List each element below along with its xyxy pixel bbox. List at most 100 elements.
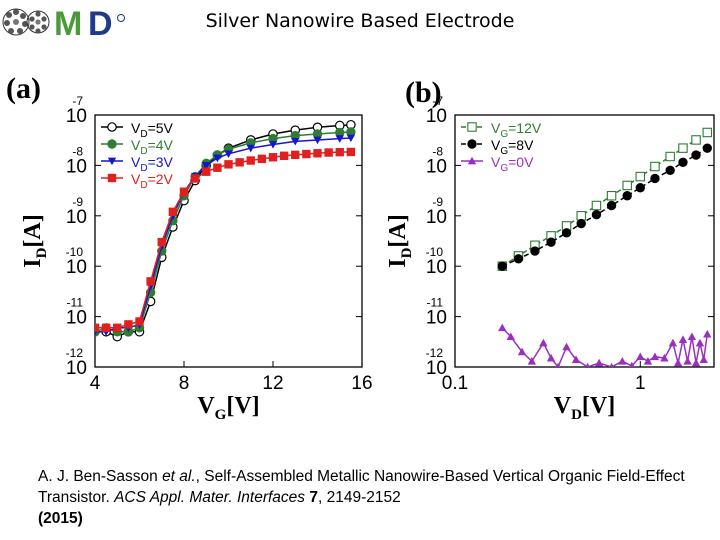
chart-b-data-point [650, 352, 660, 361]
chart-b-data-point [687, 332, 697, 341]
panel-b-label: (b) [405, 76, 442, 109]
chart-b-y-tick-label-base: 10 [426, 207, 447, 228]
chart-a-y-axis-title: ID[A] [20, 214, 50, 268]
chart-a-legend-pre: V [131, 120, 141, 136]
chart-a-legend-sub: D [140, 146, 147, 157]
chart-a-data-point [101, 323, 111, 332]
slide-title: Silver Nanowire Based Electrode [205, 10, 515, 32]
chart-a-legend-marker [107, 157, 117, 166]
chart-a-data-point [235, 158, 244, 167]
chart-b-legend-post: =0V [508, 154, 534, 170]
chart-b-legend-sub: G [500, 146, 508, 157]
chart-b-y-tick-label-base: 10 [426, 257, 447, 278]
chart-a-legend-post: =4V [148, 137, 174, 153]
chart-a-data-point [268, 141, 278, 149]
chart-a-data-point [202, 162, 211, 170]
chart-b-data-point [606, 190, 617, 201]
logo-letter-m: M [54, 5, 82, 42]
chart-b-data-point [650, 161, 660, 172]
chart-a-x-axis-sub: G [215, 407, 227, 423]
chart-a-y-axis-sub: D [34, 247, 50, 258]
chart-a-legend-post: =3V [148, 154, 174, 170]
chart-a-y-axis-unit: [A] [20, 214, 46, 247]
chart-a-data-point [302, 149, 311, 159]
chart-b-data-point [530, 246, 540, 256]
chart-a-legend-post: =2V [148, 171, 174, 187]
chart-a-y-tick-label-base: 10 [66, 106, 87, 127]
molecule-icon [2, 8, 50, 36]
chart-a-data-point [157, 237, 166, 247]
chart-a-plot-frame [94, 114, 363, 368]
chart-a-y-tick-label-exp: -12 [66, 346, 84, 360]
chart-a-series-3 [95, 147, 356, 332]
chart-b-series-line-1 [501, 147, 708, 267]
chart-b-data-point [571, 355, 581, 363]
chart-a-x-tick-label: 8 [179, 373, 190, 394]
chart-a-data-point [279, 151, 289, 161]
chart-b-y-tick-label-exp: -9 [432, 195, 443, 209]
chart-b-legend-pre: V [491, 137, 501, 153]
chart-b-legend-post: =12V [508, 120, 542, 136]
caption-year: (2015) [38, 510, 83, 527]
chart-a-data-point [113, 323, 122, 332]
chart-b-y-tick-label-exp: -11 [427, 296, 444, 310]
chart-b-plot-frame [454, 114, 715, 368]
chart-b-data-point [665, 151, 675, 162]
omd-logo-icon: M D [2, 5, 125, 43]
chart-b-data-point [594, 358, 604, 367]
chart-b-series-1 [497, 143, 712, 271]
chart-a-data-point [313, 149, 322, 158]
chart-a-x-tick-label: 12 [262, 373, 283, 394]
chart-b-data-point [691, 135, 701, 145]
chart-b-legend-label: VG=0V [491, 154, 534, 174]
chart-b-data-point [622, 180, 632, 191]
chart-b-data-point [498, 323, 507, 332]
chart-b-data-point [678, 157, 688, 168]
chart-b-data-point [585, 362, 590, 367]
chart-a-data-point [291, 137, 300, 146]
chart-a-data-point [346, 147, 356, 157]
chart-b-legend-label: VG=12V [491, 120, 542, 140]
chart-a-y-tick-label-base: 10 [66, 308, 87, 329]
chart-b-data-point [673, 358, 683, 367]
chart-a-legend-label: VD=4V [131, 137, 174, 157]
chart-a-x-axis-main: V [197, 393, 215, 419]
chart-b-data-point [618, 357, 627, 365]
chart-b-data-point [636, 352, 645, 361]
chart-b-data-point [609, 362, 614, 367]
caption-title: , Self-Assembled Metallic Nanowire-Based… [38, 468, 685, 506]
chart-a-data-point [246, 144, 255, 153]
chart-a-legend-sub: D [140, 163, 147, 174]
chart-b-data-point [702, 127, 713, 138]
chart-a-legend-pre: V [131, 154, 141, 170]
chart-b-data-point [527, 357, 537, 365]
chart-a-legend-label: VD=2V [131, 171, 174, 191]
chart-a-data-point [168, 207, 178, 217]
chart-a-data-point [135, 317, 144, 326]
chart-b-data-point [643, 357, 653, 365]
chart-b-data-point [650, 173, 660, 184]
chart-b-x-axis-title: VD[V] [554, 393, 616, 423]
chart-a-data-point [213, 163, 222, 172]
chart-b-data-point [660, 353, 669, 362]
chart-a-data-point [179, 187, 189, 196]
chart-b-data-point [695, 338, 705, 347]
chart-a-data-point [324, 148, 333, 157]
chart-a-data-point [190, 174, 200, 183]
chart-b-x-axis-unit: [V] [582, 393, 615, 419]
chart-b-series-2 [498, 323, 712, 367]
chart-b-y-tick-label-base: 10 [426, 156, 447, 177]
chart-b-data-point [668, 338, 678, 347]
chart-b-data-point [635, 171, 646, 182]
chart-a-data-point [268, 153, 278, 162]
chart-a-data-point [224, 150, 233, 158]
chart-a-y-tick-label-exp: -11 [67, 296, 84, 310]
chart-a-data-point [95, 323, 100, 332]
chart-b-legend-post: =8V [508, 137, 534, 153]
chart-b-data-point [635, 183, 645, 193]
chart-b-data-point [606, 200, 617, 211]
chart-b-y-axis-sub: D [399, 247, 415, 258]
chart-a-y-tick-label-base: 10 [66, 257, 87, 278]
chart-a-legend-marker [107, 173, 117, 183]
